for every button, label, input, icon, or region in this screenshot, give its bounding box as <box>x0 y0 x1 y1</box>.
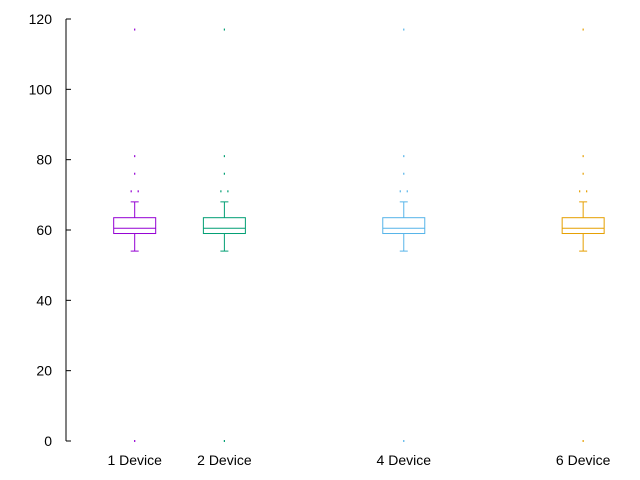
iqr-box <box>202 217 246 235</box>
outlier-point <box>579 190 581 193</box>
x-tick-labels: 1 Device 2 Device 4 Device 6 Device <box>107 452 610 468</box>
outlier-point <box>134 440 136 442</box>
y-tick-label: 100 <box>29 81 53 97</box>
outlier-point <box>582 172 584 175</box>
outlier-point <box>403 172 405 175</box>
y-tick-label: 120 <box>29 11 53 27</box>
box-group <box>382 28 426 442</box>
x-tick-label: 6 Device <box>556 452 611 468</box>
outlier-point <box>223 28 225 31</box>
y-tick-label: 0 <box>44 433 52 449</box>
outlier-point <box>403 155 405 158</box>
outlier-point <box>582 28 584 31</box>
y-tick-label: 80 <box>36 152 52 168</box>
outlier-point <box>137 190 139 193</box>
outlier-point <box>399 190 401 193</box>
outlier-point <box>586 190 588 193</box>
outlier-point <box>406 190 408 193</box>
outlier-point <box>134 28 136 31</box>
y-tick-label: 20 <box>36 363 52 379</box>
outlier-point <box>582 155 584 158</box>
outlier-point <box>223 440 225 442</box>
outlier-point <box>403 440 405 442</box>
outlier-point <box>223 155 225 158</box>
box-group <box>113 28 157 442</box>
iqr-box <box>113 217 157 235</box>
outlier-point <box>220 190 222 193</box>
x-tick-label: 4 Device <box>377 452 432 468</box>
outlier-point <box>134 172 136 175</box>
box-group <box>202 28 246 442</box>
iqr-box <box>561 217 605 235</box>
outlier-point <box>403 28 405 31</box>
x-tick-label: 1 Device <box>107 452 162 468</box>
outlier-point <box>582 440 584 442</box>
iqr-box <box>382 217 426 235</box>
outlier-point <box>130 190 132 193</box>
x-tick-label: 2 Device <box>197 452 252 468</box>
outlier-point <box>134 155 136 158</box>
box-group <box>561 28 605 442</box>
y-ticks: 0 20 40 60 80 100 120 <box>29 11 71 449</box>
y-tick-label: 60 <box>36 222 52 238</box>
y-tick-label: 40 <box>36 292 52 308</box>
boxes <box>113 28 605 442</box>
outlier-point <box>223 172 225 175</box>
outlier-point <box>227 190 229 193</box>
